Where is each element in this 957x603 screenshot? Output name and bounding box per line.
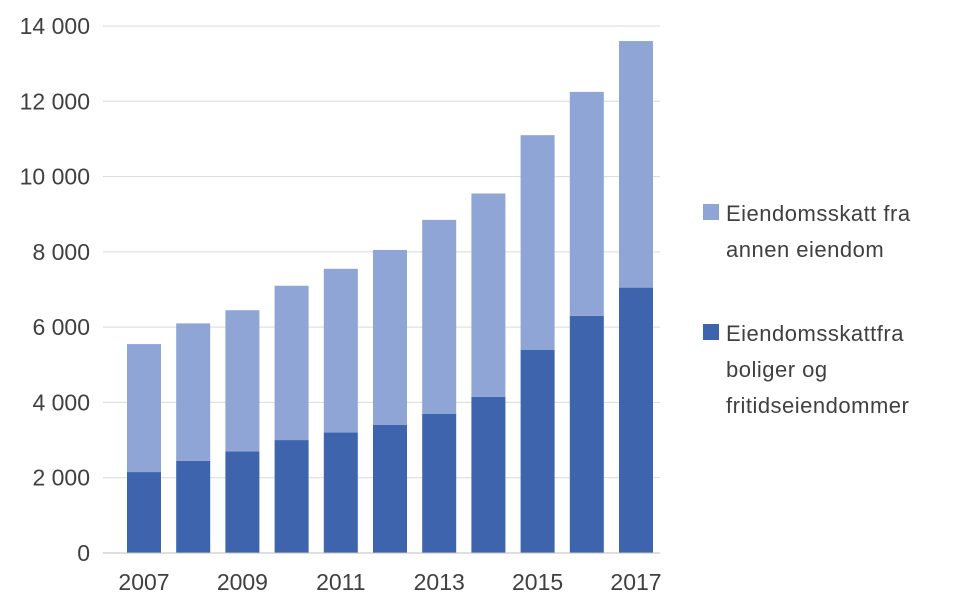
legend-label: Eiendomsskattfra — [726, 321, 904, 346]
bar-segment-annen — [373, 249, 407, 426]
y-tick-label: 12 000 — [20, 88, 90, 114]
legend-label: annen eiendom — [726, 237, 884, 262]
x-tick-label: 2017 — [610, 569, 661, 595]
bar-segment-boliger — [422, 413, 457, 553]
bar-segment-annen — [176, 323, 211, 461]
bar-segment-boliger — [619, 287, 653, 553]
bar-segment-annen — [619, 41, 653, 288]
bar-segment-annen — [569, 91, 604, 316]
bar-segment-annen — [520, 135, 555, 350]
x-tick-labels: 2007 2009 2011 2013 2015 2017 — [118, 569, 661, 595]
bar-segment-boliger — [373, 425, 407, 553]
legend-label: Eiendomsskatt fra — [726, 201, 911, 226]
y-tick-label: 10 000 — [20, 164, 90, 190]
bars — [127, 41, 653, 553]
bar-segment-annen — [323, 268, 358, 433]
x-tick-label: 2015 — [512, 569, 563, 595]
x-tick-label: 2009 — [217, 569, 268, 595]
bar-segment-annen — [127, 344, 161, 473]
y-tick-label: 14 000 — [20, 13, 90, 39]
y-tick-label: 8 000 — [32, 239, 90, 265]
legend-swatch — [703, 324, 719, 340]
legend-label: fritidseiendommer — [726, 393, 909, 418]
bar-segment-annen — [471, 193, 506, 397]
legend-label: boliger og — [726, 357, 828, 382]
y-tick-label: 2 000 — [32, 465, 90, 491]
bar-segment-boliger — [225, 451, 260, 553]
bar-segment-boliger — [471, 396, 506, 553]
bar-segment-boliger — [520, 349, 555, 553]
bar-segment-boliger — [569, 315, 604, 553]
bar-segment-annen — [225, 310, 260, 452]
bar-segment-annen — [422, 219, 457, 414]
bar-segment-boliger — [323, 432, 358, 553]
legend: Eiendomsskatt fra annen eiendom Eiendomssk… — [703, 201, 911, 418]
y-tick-label: 0 — [77, 540, 90, 566]
bar-segment-boliger — [274, 440, 309, 553]
bar-segment-annen — [274, 285, 309, 441]
legend-swatch — [703, 204, 719, 220]
x-tick-label: 2007 — [118, 569, 169, 595]
bar-segment-boliger — [127, 472, 161, 553]
y-tick-label: 6 000 — [32, 314, 90, 340]
x-tick-label: 2011 — [316, 569, 365, 595]
bar-segment-boliger — [176, 460, 211, 553]
y-tick-labels: 0 2 000 4 000 6 000 8 000 10 000 12 000 14 000 — [20, 13, 90, 566]
y-tick-label: 4 000 — [32, 389, 90, 415]
x-tick-label: 2013 — [414, 569, 465, 595]
